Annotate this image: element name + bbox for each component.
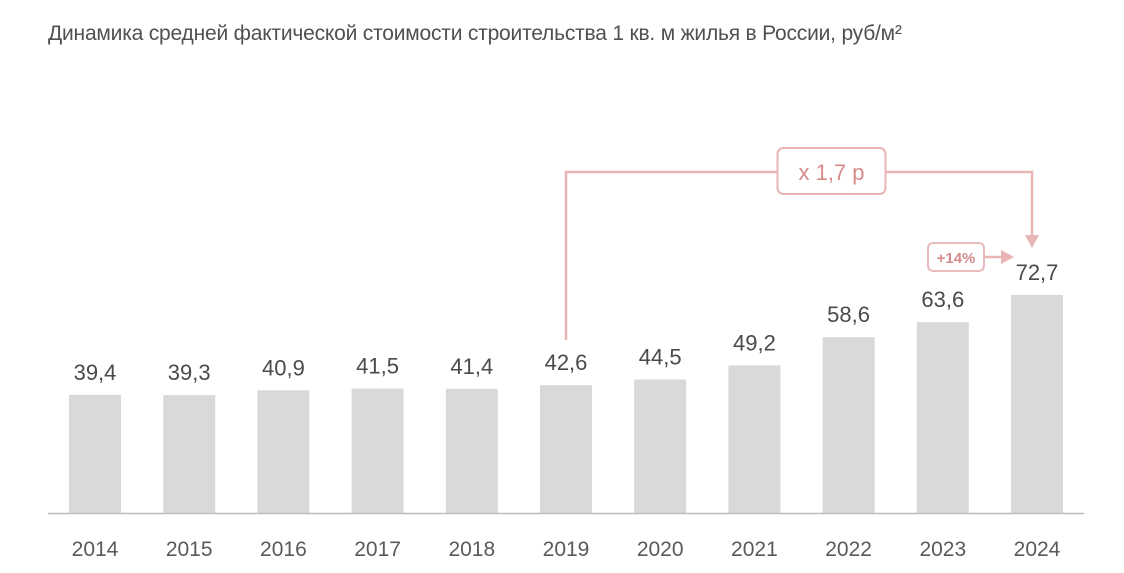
bar-2014 xyxy=(69,394,121,513)
x-tick-2018: 2018 xyxy=(448,538,495,561)
bar-2015 xyxy=(163,395,216,513)
yoy-growth-label: +14% xyxy=(937,250,976,267)
x-tick-2014: 2014 xyxy=(72,538,119,561)
bar-2019 xyxy=(540,385,592,513)
value-label-2020: 44,5 xyxy=(639,345,682,370)
x-tick-2023: 2023 xyxy=(919,538,966,561)
bar-2021 xyxy=(728,365,781,513)
value-labels-group: 39,4 39,3 40,9 41,5 41,4 42,6 44,5 49,2 58,6 63,6… xyxy=(74,260,1059,385)
yoy-growth-arrowhead xyxy=(1001,250,1014,264)
growth-multiplier-box xyxy=(776,147,887,195)
bar-2017 xyxy=(351,388,404,513)
value-label-2015: 39,3 xyxy=(168,360,211,385)
value-label-2018: 41,4 xyxy=(450,354,493,379)
annotations-group: x 1,7 р +14% xyxy=(564,147,1039,340)
x-tick-2024: 2024 xyxy=(1014,538,1061,561)
value-label-2017: 41,5 xyxy=(356,354,399,379)
x-tick-2015: 2015 xyxy=(166,538,213,561)
x-tick-2022: 2022 xyxy=(825,538,872,561)
growth-bracket-arrowhead xyxy=(1025,235,1039,248)
value-label-2019: 42,6 xyxy=(545,350,588,375)
x-tick-2020: 2020 xyxy=(637,538,684,561)
x-tick-2016: 2016 xyxy=(260,538,307,561)
bar-2018 xyxy=(445,388,498,513)
value-label-2021: 49,2 xyxy=(733,330,776,355)
x-tick-2017: 2017 xyxy=(354,538,401,561)
x-tick-2021: 2021 xyxy=(731,538,778,561)
value-label-2016: 40,9 xyxy=(262,355,305,380)
value-label-2022: 58,6 xyxy=(827,302,870,327)
bar-2024 xyxy=(1011,294,1063,513)
value-label-2024: 72,7 xyxy=(1016,260,1059,285)
x-tick-labels-group: 2014 2015 2016 2017 2018 2019 2020 2021 2022 2023… xyxy=(72,538,1061,561)
x-tick-2019: 2019 xyxy=(543,538,590,561)
value-label-2014: 39,4 xyxy=(74,360,117,385)
growth-multiplier-label: x 1,7 р xyxy=(798,160,864,185)
bar-2022 xyxy=(822,337,875,513)
bar-2016 xyxy=(257,390,310,513)
bar-2020 xyxy=(634,379,687,513)
bar-2023 xyxy=(916,322,969,513)
chart-title: Динамика средней фактической стоимости с… xyxy=(48,22,902,45)
value-label-2023: 63,6 xyxy=(921,287,964,312)
bars-group xyxy=(69,294,1063,513)
